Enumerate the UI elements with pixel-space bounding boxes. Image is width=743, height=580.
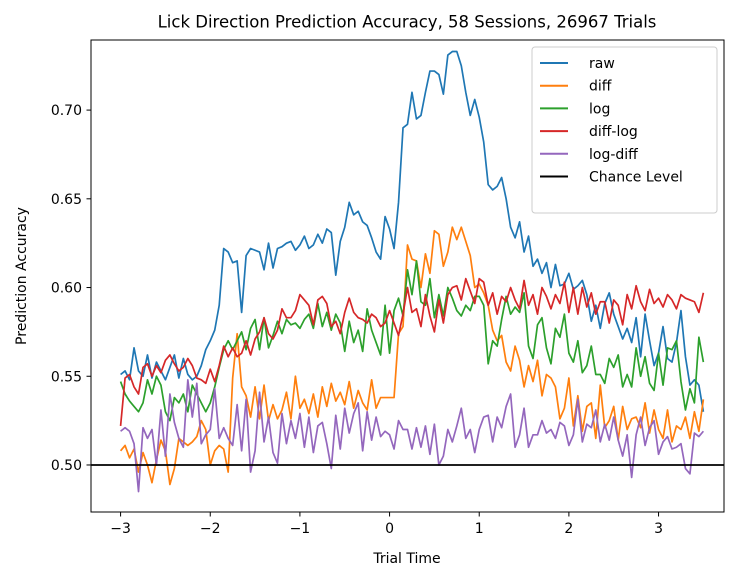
series-line-diff-log	[119, 277, 705, 427]
y-tick-label: 0.55	[51, 369, 82, 385]
x-tick-label: 1	[475, 521, 484, 537]
y-tick-label: 0.50	[51, 458, 82, 474]
x-axis: −3 −2 −1 0 1 2 3	[110, 512, 663, 537]
x-tick-label: −3	[110, 521, 131, 537]
legend-label: log-diff	[589, 147, 638, 163]
y-tick-label: 0.70	[51, 103, 82, 119]
chart-title: Lick Direction Prediction Accuracy, 58 S…	[158, 13, 657, 32]
x-tick-label: 2	[564, 521, 573, 537]
x-tick-label: −1	[290, 521, 311, 537]
x-axis-label: Trial Time	[372, 551, 440, 567]
legend-label: diff	[589, 79, 612, 95]
x-tick-label: 0	[385, 521, 394, 537]
series-line-log-diff	[120, 378, 705, 493]
legend: raw diff log diff-log log-diff Chance Level	[531, 46, 718, 214]
x-tick-label: −2	[200, 521, 221, 537]
legend-label: log	[589, 101, 610, 117]
series-line-log	[119, 260, 705, 422]
y-axis-label: Prediction Accuracy	[14, 207, 30, 345]
series-line-raw	[120, 50, 705, 412]
plot-frame	[90, 39, 725, 513]
y-tick-label: 0.60	[51, 281, 82, 297]
legend-label: raw	[589, 56, 615, 72]
legend-label: diff-log	[589, 124, 638, 140]
legend-box	[531, 46, 718, 214]
x-tick-label: 3	[654, 521, 663, 537]
y-tick-label: 0.65	[51, 192, 82, 208]
series-line-diff	[119, 226, 705, 486]
y-axis: 0.50 0.55 0.60 0.65 0.70	[51, 103, 91, 474]
plot-area	[91, 50, 724, 493]
legend-label: Chance Level	[589, 170, 683, 186]
